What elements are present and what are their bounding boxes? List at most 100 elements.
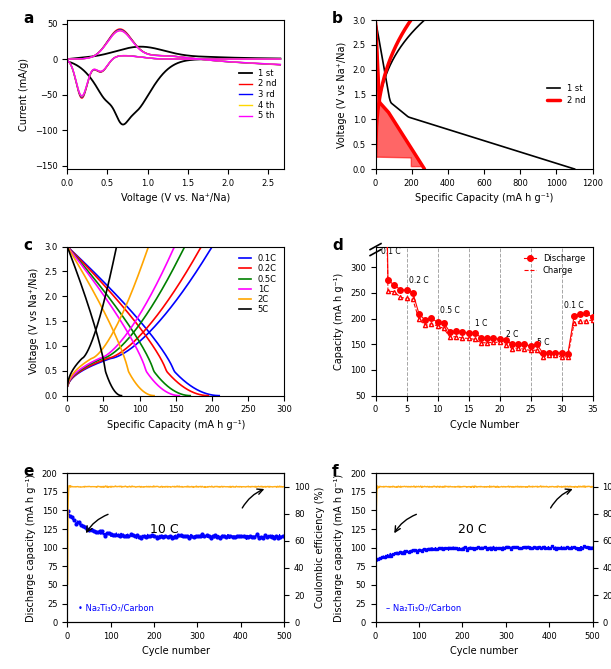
- 4 th: [121, 52, 128, 60]
- 3 rd: [277, 55, 284, 63]
- Line: Charge: Charge: [382, 0, 593, 357]
- Discharge: [583, 309, 590, 317]
- Text: 0.5 C: 0.5 C: [440, 306, 460, 315]
- 4 th: [210, 55, 218, 63]
- 3 rd: [210, 55, 218, 63]
- Text: • Na₂Ti₃O₇/Carbon: • Na₂Ti₃O₇/Carbon: [78, 603, 154, 612]
- 0.2C: [140, 328, 147, 337]
- Legend: Discharge, Charge: Discharge, Charge: [521, 251, 588, 278]
- Line: 4 th: 4 th: [67, 56, 280, 96]
- Discharge: [496, 335, 503, 343]
- 0.1C: [216, 391, 223, 399]
- Discharge: [409, 288, 417, 296]
- 2 nd: [234, 55, 241, 63]
- 3 rd: [234, 55, 241, 63]
- Text: 2 C: 2 C: [506, 330, 518, 339]
- Charge: [490, 338, 497, 346]
- Charge: [571, 319, 578, 327]
- Charge: [552, 351, 559, 359]
- 5 th: [150, 54, 158, 62]
- 3 rd: [121, 52, 128, 60]
- 2 nd: [403, 136, 410, 145]
- 1 st: [119, 120, 126, 128]
- 1C: [173, 391, 180, 399]
- Discharge: [422, 316, 429, 324]
- Charge: [483, 339, 491, 347]
- 1C: [176, 391, 183, 399]
- 5C: [64, 243, 71, 251]
- Charge: [453, 332, 460, 341]
- 2C: [148, 391, 156, 399]
- Charge: [583, 317, 590, 325]
- 1C: [64, 243, 71, 251]
- Charge: [428, 320, 435, 328]
- 5 th: [230, 55, 238, 63]
- Charge: [508, 345, 516, 353]
- Line: 2 nd: 2 nd: [376, 22, 425, 169]
- Charge: [465, 334, 472, 343]
- Discharge: [571, 312, 578, 320]
- Line: 5 th: 5 th: [67, 56, 280, 96]
- 1 st: [210, 55, 218, 63]
- 2 nd: [121, 52, 128, 60]
- Text: b: b: [332, 11, 343, 26]
- Charge: [527, 347, 534, 355]
- X-axis label: Cycle number: Cycle number: [450, 646, 518, 656]
- Discharge: [390, 281, 398, 289]
- 3 rd: [64, 57, 71, 65]
- 1C: [130, 339, 137, 347]
- 2 nd: [158, 55, 165, 63]
- 5 th: [210, 55, 218, 63]
- 0.1C: [188, 383, 196, 391]
- 4 th: [158, 55, 165, 63]
- Discharge: [434, 318, 441, 326]
- 5C: [96, 339, 103, 347]
- Discharge: [440, 318, 447, 326]
- X-axis label: Specific Capacity (mA h g⁻¹): Specific Capacity (mA h g⁻¹): [106, 420, 245, 430]
- Discharge: [514, 341, 522, 349]
- 1 st: [64, 58, 71, 66]
- 2C: [105, 316, 112, 324]
- 5 th: [78, 92, 86, 100]
- 0.2C: [131, 316, 138, 324]
- Charge: [434, 322, 441, 330]
- Charge: [502, 341, 510, 349]
- 1 st: [452, 128, 459, 136]
- Text: d: d: [332, 237, 343, 253]
- Text: – Na₂Ti₃O₇/Carbon: – Na₂Ti₃O₇/Carbon: [386, 603, 462, 612]
- 2 nd: [86, 74, 93, 82]
- 1C: [155, 383, 163, 391]
- Text: 20 C: 20 C: [458, 522, 487, 536]
- Y-axis label: Coulombic efficiency (%): Coulombic efficiency (%): [315, 487, 326, 608]
- 0.1C: [137, 318, 144, 326]
- 2 nd: [210, 55, 218, 63]
- 0.2C: [147, 339, 155, 347]
- Charge: [446, 333, 453, 341]
- Discharge: [490, 334, 497, 343]
- Discharge: [459, 328, 466, 337]
- 2 nd: [391, 118, 398, 126]
- 2 nd: [388, 113, 395, 121]
- Y-axis label: Discharge capacity (mA h g⁻¹): Discharge capacity (mA h g⁻¹): [334, 474, 345, 622]
- Discharge: [453, 327, 460, 335]
- 3 rd: [230, 55, 238, 63]
- Charge: [403, 294, 410, 302]
- 4 th: [150, 54, 158, 62]
- 4 th: [234, 55, 241, 63]
- Line: 2C: 2C: [67, 247, 154, 395]
- 5C: [89, 316, 97, 324]
- Charge: [384, 287, 392, 295]
- Line: 0.2C: 0.2C: [67, 247, 208, 395]
- Text: f: f: [332, 464, 338, 479]
- Charge: [546, 351, 553, 359]
- Line: 1C: 1C: [67, 247, 180, 395]
- Text: c: c: [24, 237, 33, 253]
- 4 th: [64, 56, 71, 64]
- Charge: [558, 353, 565, 361]
- 5 th: [158, 55, 165, 63]
- Charge: [589, 316, 596, 324]
- 1C: [117, 316, 124, 324]
- Charge: [577, 317, 584, 325]
- Text: a: a: [24, 11, 34, 26]
- 0.5C: [137, 339, 144, 347]
